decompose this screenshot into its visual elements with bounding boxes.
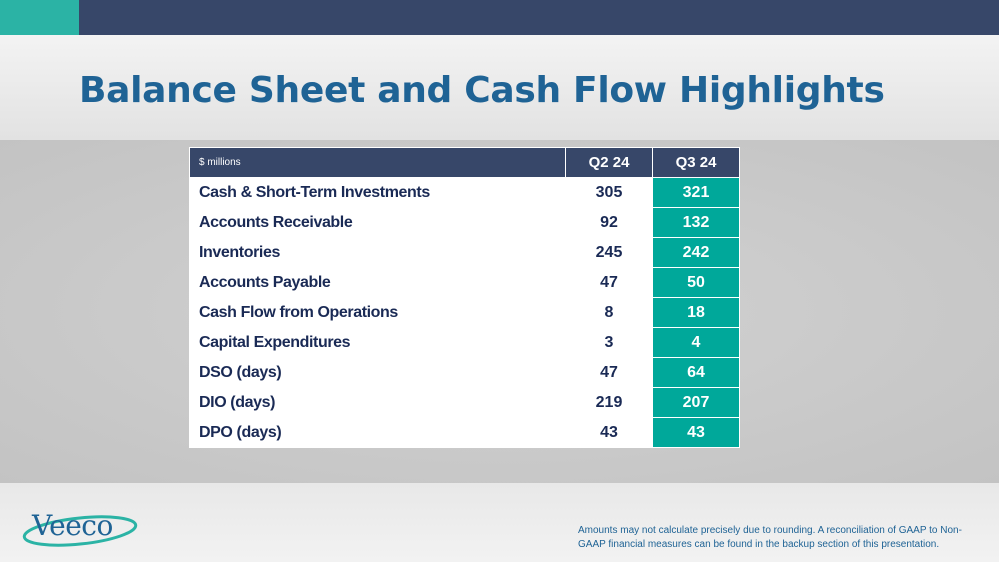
- table-row: Capital Expenditures 3 4: [189, 327, 740, 358]
- footnote: Amounts may not calculate precisely due …: [578, 525, 962, 550]
- q3-value: 207: [652, 387, 740, 418]
- table-row: Inventories 245 242: [189, 237, 740, 268]
- veeco-logo: Veeco: [20, 503, 140, 551]
- q3-value: 18: [652, 297, 740, 328]
- header-bar: [0, 0, 999, 35]
- table-row: Cash Flow from Operations 8 18: [189, 297, 740, 328]
- q3-value: 64: [652, 357, 740, 388]
- row-label: DPO (days): [189, 417, 566, 448]
- table-row: Accounts Payable 47 50: [189, 267, 740, 298]
- q2-value: 3: [565, 327, 653, 358]
- q2-value: 219: [565, 387, 653, 418]
- q2-value: 47: [565, 267, 653, 298]
- title-band: [0, 35, 999, 140]
- q2-value: 245: [565, 237, 653, 268]
- table-header-row: $ millions Q2 24 Q3 24: [189, 147, 740, 178]
- row-label: Inventories: [189, 237, 566, 268]
- q3-value: 242: [652, 237, 740, 268]
- q3-value: 4: [652, 327, 740, 358]
- table-row: Cash & Short-Term Investments 305 321: [189, 177, 740, 208]
- q2-value: 92: [565, 207, 653, 238]
- units-label: $ millions: [189, 147, 566, 178]
- q2-value: 305: [565, 177, 653, 208]
- row-label: Capital Expenditures: [189, 327, 566, 358]
- column-header-q3: Q3 24: [652, 147, 740, 178]
- q2-value: 43: [565, 417, 653, 448]
- row-label: Cash & Short-Term Investments: [189, 177, 566, 208]
- row-label: DIO (days): [189, 387, 566, 418]
- row-label: Accounts Payable: [189, 267, 566, 298]
- q3-value: 43: [652, 417, 740, 448]
- table-row: DPO (days) 43 43: [189, 417, 740, 448]
- footer-band: [0, 483, 999, 562]
- row-label: Accounts Receivable: [189, 207, 566, 238]
- row-label: DSO (days): [189, 357, 566, 388]
- table-row: DSO (days) 47 64: [189, 357, 740, 388]
- highlights-table: $ millions Q2 24 Q3 24 Cash & Short-Term…: [189, 147, 740, 448]
- logo-wordmark: Veeco: [32, 509, 113, 542]
- table-row: Accounts Receivable 92 132: [189, 207, 740, 238]
- slide-title: Balance Sheet and Cash Flow Highlights: [79, 70, 885, 111]
- table-row: DIO (days) 219 207: [189, 387, 740, 418]
- q3-value: 132: [652, 207, 740, 238]
- row-label: Cash Flow from Operations: [189, 297, 566, 328]
- header-accent: [0, 0, 79, 35]
- q3-value: 321: [652, 177, 740, 208]
- q3-value: 50: [652, 267, 740, 298]
- q2-value: 47: [565, 357, 653, 388]
- column-header-q2: Q2 24: [565, 147, 653, 178]
- q2-value: 8: [565, 297, 653, 328]
- veeco-logo-icon: [22, 515, 138, 547]
